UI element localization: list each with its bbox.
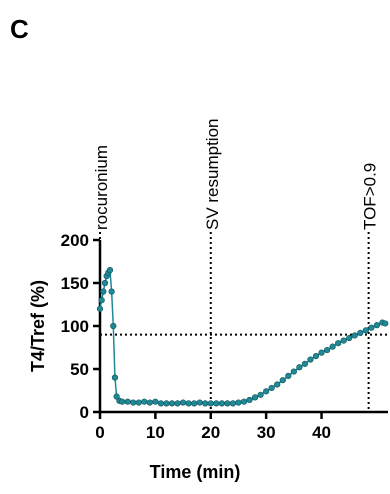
y-tick-label: 100 [61, 317, 89, 336]
x-tick-label: 10 [146, 423, 165, 442]
x-tick-label: 20 [201, 423, 220, 442]
data-point [157, 400, 165, 407]
data-point [163, 400, 170, 407]
data-point [185, 400, 192, 407]
x-tick-label: 0 [95, 423, 104, 442]
data-point [279, 377, 286, 384]
data-point [168, 400, 176, 407]
data-point [101, 279, 109, 287]
data-line [99, 267, 386, 405]
data-point [130, 399, 137, 406]
event-label: TOF>0.9 [361, 163, 380, 230]
data-point [218, 400, 225, 407]
data-point [263, 388, 270, 395]
data-point [96, 305, 104, 312]
data-point [108, 288, 115, 295]
data-point [146, 399, 153, 406]
data-point [229, 400, 237, 407]
x-axis-label: Time (min) [150, 462, 241, 482]
y-tick-label: 50 [70, 360, 89, 379]
x-tick-label: 40 [312, 423, 331, 442]
data-point [111, 374, 119, 381]
data-point [246, 396, 253, 404]
data-point [119, 398, 126, 405]
data-point [346, 334, 353, 342]
data-point [251, 394, 259, 401]
data-point [368, 324, 375, 331]
data-point [362, 327, 369, 334]
data-point [106, 267, 114, 274]
data-point [312, 353, 320, 360]
data-point [307, 356, 314, 363]
data-point [373, 322, 381, 329]
data-point [290, 368, 297, 375]
event-label: SV resumption [203, 119, 222, 231]
data-point [196, 399, 203, 406]
y-axis-label: T4/Tref (%) [28, 280, 48, 372]
data-point [100, 288, 107, 295]
data-point [240, 398, 248, 405]
data-point [323, 346, 331, 354]
data-point [152, 398, 159, 405]
data-point [124, 398, 131, 405]
data-point [179, 399, 187, 406]
data-point [268, 384, 275, 392]
panel-label: C [10, 14, 29, 44]
data-point [340, 337, 347, 344]
data-point [213, 400, 220, 407]
data-point [98, 297, 105, 304]
data-point [135, 399, 142, 406]
data-point [357, 329, 364, 336]
data-point [285, 372, 292, 379]
x-tick-label: 30 [257, 423, 276, 442]
data-point [382, 320, 389, 327]
data-point [202, 400, 209, 407]
data-point [318, 349, 325, 356]
data-point [335, 340, 342, 347]
data-point [235, 399, 242, 406]
y-tick-label: 0 [80, 403, 89, 422]
data-point [141, 398, 148, 405]
event-label: rocuronium [92, 145, 111, 230]
data-point [224, 400, 231, 407]
data-point [191, 400, 198, 407]
y-tick-label: 150 [61, 274, 89, 293]
data-point [257, 391, 264, 398]
y-tick-label: 200 [61, 231, 89, 250]
data-point [110, 322, 117, 330]
data-point [351, 332, 358, 339]
data-point [296, 364, 303, 371]
data-point [174, 400, 181, 407]
data-point [274, 381, 281, 388]
data-point [329, 343, 336, 350]
data-point [301, 360, 309, 367]
data-point [113, 393, 120, 400]
data-point [207, 400, 214, 407]
